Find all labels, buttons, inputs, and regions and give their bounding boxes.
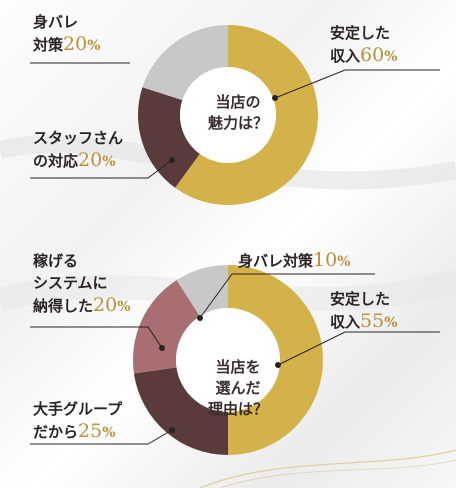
pie-slices [133,265,323,455]
label-text: 対策 [33,36,64,54]
center-text-line: 選んだ [215,379,261,397]
value-number: 20 [78,149,103,171]
label-line: スタッフさん [33,129,124,147]
leader-line-privacy [199,273,375,319]
label-privacy: 身バレ 対策20% [33,11,101,57]
leader-dot-income [272,95,278,101]
pie-chart-reasons [30,265,440,455]
label-line: 稼げる [33,252,79,270]
pie-slices [138,25,318,206]
label-line: だから25% [33,420,122,444]
label-system: 稼げる システムに 納得した20% [33,250,131,318]
center-text-line: 魅力は？ [207,114,268,132]
center-text-line: 当店の [215,93,261,111]
leader-dot-privacy [197,315,203,321]
leader-dot-group [169,427,175,433]
label-income: 安定した 収入60% [330,22,398,68]
label-line: 収入55% [330,310,398,334]
pie-chart-attraction [30,25,440,206]
leader-line-group [30,429,173,445]
pie-slice-1 [133,367,228,455]
label-line: 安定した [330,24,391,42]
value-unit: % [117,299,131,315]
chart-reasons: 当店を 選んだ 理由は？ 安定した 収入55% 大手グループ だから25% 稼げ… [0,230,456,488]
donut-hole [180,67,276,163]
label-line: システムに [33,274,108,292]
pie-slice-2 [133,280,200,374]
label-staff: スタッフさん の対応20% [33,127,123,173]
leader-line-system [30,326,163,349]
value-unit: % [337,254,351,270]
pie-slice-2 [142,25,228,101]
value-unit: % [102,154,116,170]
value-number: 55 [360,310,385,332]
pie-slice-1 [138,87,200,188]
label-line: の対応20% [33,149,123,173]
label-line: 身バレ [33,13,79,31]
label-text: 収入 [330,313,361,331]
label-group: 大手グループ だから25% [33,398,122,444]
value-unit: % [384,49,398,65]
value-unit: % [384,315,398,331]
leader-line-staff [30,159,173,179]
label-text: の対応 [33,152,79,170]
donut-hole [176,308,280,412]
value-unit: % [87,38,101,54]
label-line: 収入60% [330,44,398,68]
label-line: 対策20% [33,33,101,57]
label-text: 身バレ対策 [238,252,314,270]
leader-lines [30,273,440,445]
value-number: 60 [360,44,385,66]
leader-dot-system [159,345,165,351]
label-text: だから [33,423,79,441]
leader-line-income [274,69,440,99]
label-line: 納得した20% [33,294,131,318]
label-income: 安定した 収入55% [330,288,398,334]
pie-slice-0 [175,25,318,206]
value-unit: % [102,425,116,441]
pie-slice-0 [228,265,323,455]
center-text: 当店を 選んだ 理由は？ [178,357,298,420]
label-line: 身バレ対策10% [238,249,351,273]
leader-dot-staff [169,157,175,163]
value-number: 25 [78,420,103,442]
label-privacy: 身バレ対策10% [238,249,351,273]
leader-dot-income [275,362,281,368]
chart-attraction: 当店の 魅力は？ 安定した 収入60% スタッフさん の対応20% 身バレ 対策… [0,0,456,230]
leader-lines [30,62,440,179]
center-text-line: 理由は？ [207,400,268,418]
pie-slice-3 [176,265,228,317]
label-text: 収入 [330,47,361,65]
center-text-line: 当店を [215,358,261,376]
center-text: 当店の 魅力は？ [178,92,298,134]
leader-line-income [277,331,440,366]
label-text: 納得した [33,297,94,315]
label-line: 大手グループ [33,400,123,418]
label-line: 安定した [330,290,391,308]
value-number: 20 [93,294,118,316]
value-number: 20 [63,33,88,55]
value-number: 10 [313,249,338,271]
